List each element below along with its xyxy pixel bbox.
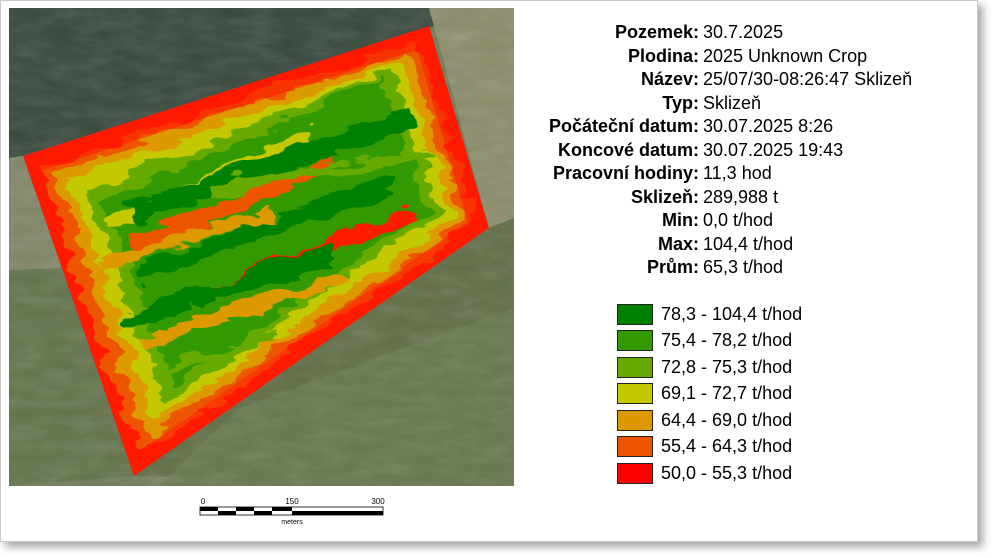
info-row: Max: 104,4 t/hod <box>521 233 961 257</box>
scale-label-150: 150 <box>285 497 299 506</box>
info-value: 30.7.2025 <box>703 22 784 42</box>
info-key: Počáteční datum: <box>548 116 699 136</box>
info-row: Sklizeň: 289,988 t <box>521 186 961 210</box>
info-row: Pozemek: 30.7.2025 <box>521 21 961 45</box>
scale-bar: 0 150 300 meters <box>197 495 387 531</box>
yield-map[interactable] <box>9 8 514 486</box>
info-value: 11,3 hod <box>703 163 772 183</box>
info-key: Pozemek: <box>614 22 699 42</box>
info-row: Min: 0,0 t/hod <box>521 209 961 233</box>
legend-swatch <box>617 356 653 378</box>
info-value: 30.07.2025 19:43 <box>703 139 844 160</box>
info-value: 30.07.2025 8:26 <box>703 116 834 136</box>
info-value: 25/07/30-08:26:47 Sklizeň <box>703 69 913 89</box>
info-row: Koncové datum: 30.07.2025 19:43 <box>521 139 961 163</box>
info-key: Plodina: <box>628 45 699 66</box>
legend-item: 69,1 - 72,7 t/hod <box>617 381 802 408</box>
yield-map-svg <box>9 8 514 486</box>
scale-unit: meters <box>281 519 303 526</box>
info-row: Název: 25/07/30-08:26:47 Sklizeň <box>521 68 961 92</box>
info-key: Prům: <box>646 257 699 277</box>
info-row: Pracovní hodiny: 11,3 hod <box>521 162 961 186</box>
legend-label: 75,4 - 78,2 t/hod <box>661 330 793 351</box>
legend-item: 55,4 - 64,3 t/hod <box>617 434 802 461</box>
legend-item: 64,4 - 69,0 t/hod <box>617 407 802 434</box>
scale-bar-graphic <box>199 506 384 516</box>
legend-swatch <box>617 436 653 458</box>
info-key: Pracovní hodiny: <box>552 163 699 183</box>
report-card: Pozemek: 30.7.2025 Plodina: 2025 Unknown Cr… <box>0 0 978 542</box>
legend-swatch <box>617 409 653 431</box>
info-row: Počáteční datum: 30.07.2025 8:26 <box>521 115 961 139</box>
legend-label: 64,4 - 69,0 t/hod <box>661 409 793 430</box>
info-key: Koncové datum: <box>557 139 699 160</box>
legend-label: 78,3 - 104,4 t/hod <box>661 303 803 324</box>
info-value: 289,988 t <box>703 186 779 207</box>
legend-item: 75,4 - 78,2 t/hod <box>617 328 802 355</box>
info-row: Typ: Sklizeň <box>521 92 961 116</box>
legend-label: 72,8 - 75,3 t/hod <box>661 356 793 377</box>
info-value: 0,0 t/hod <box>703 210 774 230</box>
scale-label-0: 0 <box>201 497 206 506</box>
yield-field <box>23 26 489 476</box>
info-key: Typ: <box>662 92 699 113</box>
yield-legend: 78,3 - 104,4 t/hod 75,4 - 78,2 t/hod 72,8 … <box>617 301 802 487</box>
info-key: Název: <box>640 69 699 89</box>
info-value: Sklizeň <box>703 92 762 113</box>
legend-swatch <box>617 383 653 405</box>
legend-item: 72,8 - 75,3 t/hod <box>617 354 802 381</box>
info-key: Min: <box>662 210 699 230</box>
info-key: Max: <box>657 233 699 254</box>
legend-label: 50,0 - 55,3 t/hod <box>661 462 793 483</box>
info-row: Prům: 65,3 t/hod <box>521 256 961 280</box>
harvest-info: Pozemek: 30.7.2025 Plodina: 2025 Unknown Cr… <box>521 21 961 280</box>
scale-label-300: 300 <box>371 497 385 506</box>
legend-label: 55,4 - 64,3 t/hod <box>661 436 793 457</box>
info-row: Plodina: 2025 Unknown Crop <box>521 45 961 69</box>
legend-swatch <box>617 462 653 484</box>
info-value: 65,3 t/hod <box>703 257 784 277</box>
legend-swatch <box>617 330 653 352</box>
legend-swatch <box>617 303 653 325</box>
legend-label: 69,1 - 72,7 t/hod <box>661 383 793 404</box>
info-key: Sklizeň: <box>630 186 699 207</box>
legend-item: 50,0 - 55,3 t/hod <box>617 460 802 487</box>
info-value: 104,4 t/hod <box>703 233 794 254</box>
legend-item: 78,3 - 104,4 t/hod <box>617 301 802 328</box>
info-value: 2025 Unknown Crop <box>703 45 868 66</box>
